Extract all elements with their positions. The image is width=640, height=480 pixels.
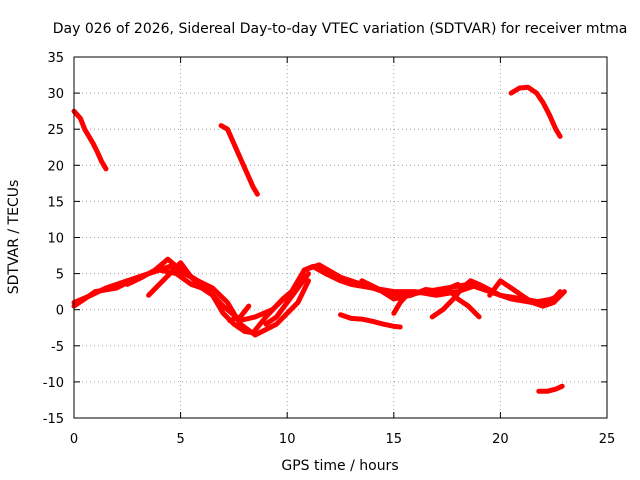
series-s8: [124, 256, 311, 338]
y-tick-label: 0: [56, 304, 64, 319]
x-tick-label: 5: [176, 432, 184, 447]
series-s13: [429, 278, 482, 320]
y-tick-label: -5: [51, 340, 64, 355]
y-tick-label: -15: [43, 412, 64, 427]
y-axis-label: SDTVAR / TECUs: [6, 180, 22, 295]
chart-title: Day 026 of 2026, Sidereal Day-to-day VTE…: [53, 21, 628, 37]
y-tick-label: -10: [43, 376, 64, 391]
series-s3: [508, 84, 563, 139]
y-tick-label: 10: [47, 232, 64, 247]
series-s9: [146, 260, 205, 298]
y-tick-label: 25: [47, 123, 64, 138]
y-tick-label: 35: [47, 51, 64, 66]
y-tick-label: 20: [47, 159, 64, 174]
series-s1: [71, 108, 109, 172]
x-tick-label: 20: [492, 432, 509, 447]
x-tick-label: 0: [70, 432, 78, 447]
y-tick-label: 30: [47, 87, 64, 102]
series-s14: [444, 285, 482, 320]
x-tick-label: 15: [386, 432, 403, 447]
y-tick-label: 15: [47, 195, 64, 210]
series-s11: [263, 271, 311, 327]
x-axis-label: GPS time / hours: [281, 458, 398, 474]
series-s10: [227, 303, 252, 323]
x-tick-label: 25: [599, 432, 616, 447]
axis-ticks: 0 5 10 15 20 25 -15 -10 -5 0 5 10 15 20 25 30 35: [43, 51, 616, 447]
plot-frame: [73, 56, 608, 419]
x-tick-label: 10: [279, 432, 296, 447]
series-s2: [218, 123, 260, 197]
series-s15: [487, 278, 567, 309]
series-s5: [338, 312, 403, 330]
series-s4: [536, 383, 565, 394]
y-tick-label: 5: [56, 268, 64, 283]
gridlines: [74, 57, 607, 418]
data-series: [71, 84, 567, 394]
series-s16: [359, 278, 461, 302]
